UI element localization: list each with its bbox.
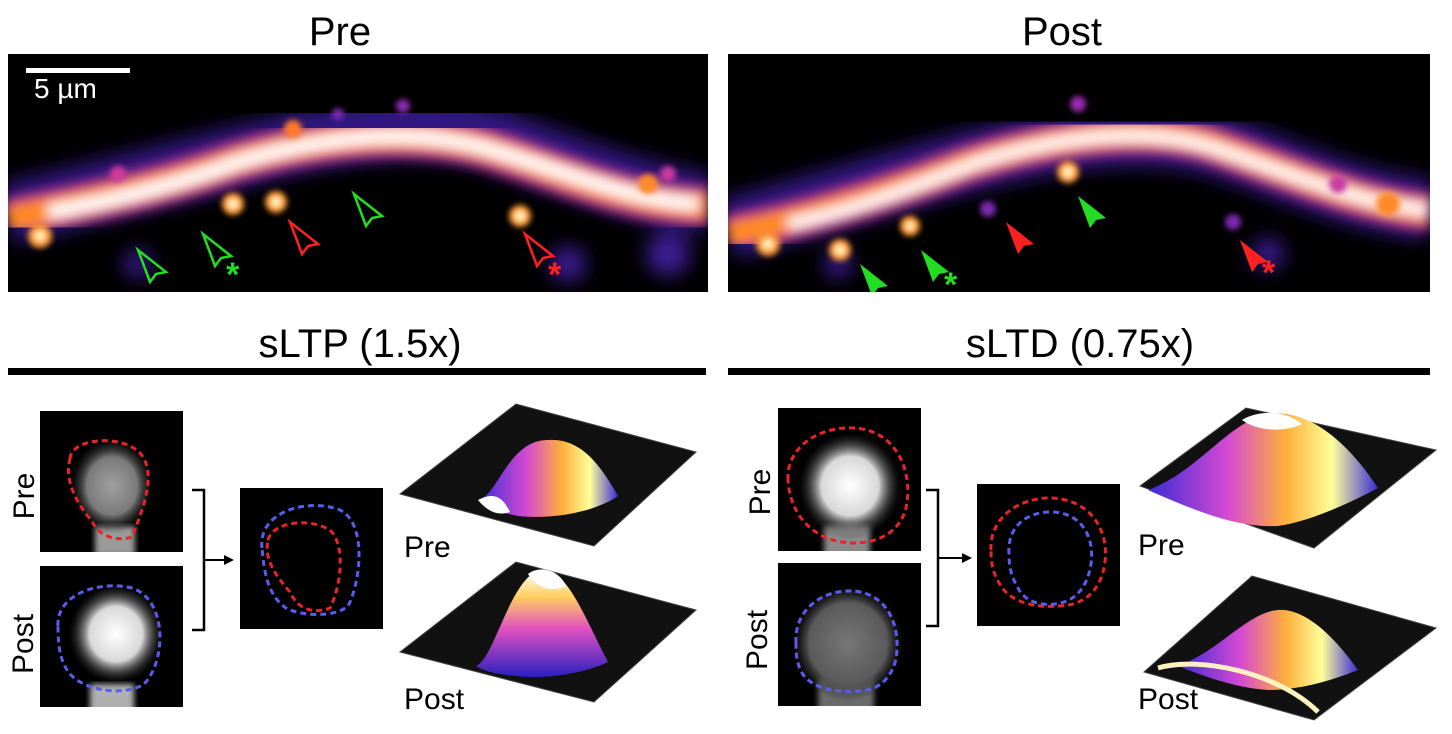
scale-bar (26, 68, 130, 73)
sltp-post-row-label: Post (7, 613, 40, 674)
ltd-spine-asterisk: * (548, 256, 562, 294)
sltd-pre-spine-image (778, 408, 921, 551)
sltd-post-surface-plot (1142, 575, 1438, 721)
ltp-spine-asterisk-post: * (944, 266, 958, 304)
sltd-merge-bracket (926, 488, 972, 628)
sltp-pre-spine-image (40, 411, 183, 552)
sltd-pre-surface-plot (1138, 407, 1438, 549)
ltd-spine-asterisk-post: * (1262, 254, 1276, 292)
sltp-pre-surface-plot (398, 403, 698, 547)
sltd-surface-post-label: Post (1138, 683, 1199, 716)
sltp-title: sLTP (1.5x) (258, 322, 462, 366)
sltd-post-row-label: Post (741, 609, 774, 670)
sltp-divider (8, 368, 706, 375)
sltp-post-spine-image (40, 566, 183, 707)
post-dendrite-image (728, 54, 1430, 292)
sltp-post-surface-plot (398, 561, 698, 703)
sltd-title: sLTD (0.75x) (965, 322, 1195, 366)
pre-panel-title: Pre (308, 10, 372, 54)
sltp-surface-pre-label: Pre (404, 531, 451, 564)
sltp-surface-post-label: Post (404, 683, 465, 716)
sltd-surface-pre-label: Pre (1138, 529, 1185, 562)
sltd-post-spine-image (778, 563, 921, 706)
ltp-spine-asterisk: * (226, 256, 240, 294)
scale-bar-label: 5 µm (34, 73, 97, 104)
sltd-overlay-outlines (977, 484, 1120, 626)
sltd-pre-row-label: Pre (744, 468, 777, 516)
sltp-merge-bracket (192, 488, 234, 632)
sltd-divider (728, 368, 1430, 375)
post-panel-title: Post (1021, 10, 1103, 54)
sltp-overlay-outlines (240, 488, 383, 629)
sltp-pre-row-label: Pre (8, 472, 41, 520)
pre-dendrite-image (8, 54, 708, 292)
